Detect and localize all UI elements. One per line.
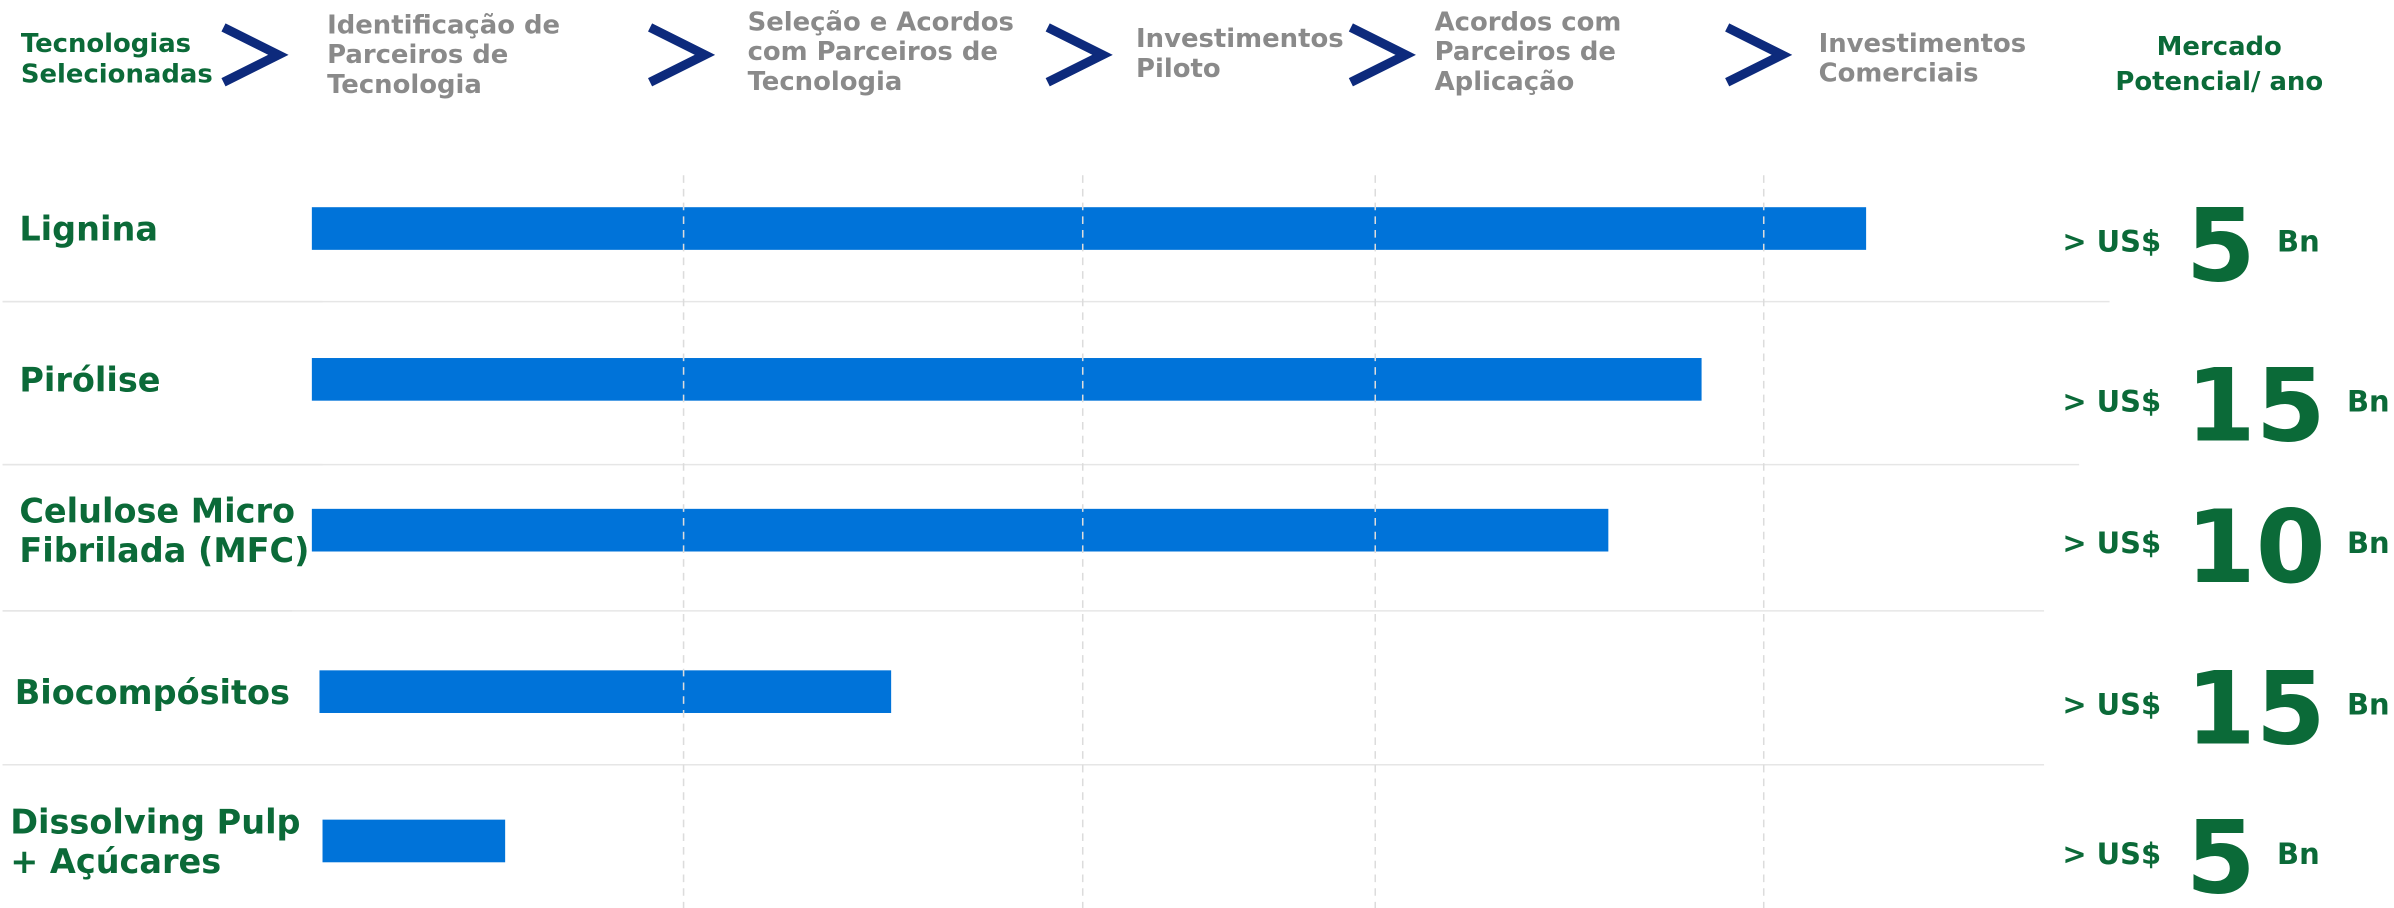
label-line: Parceiros de xyxy=(1435,37,1616,67)
value-prefix: > US$ xyxy=(2062,837,2161,871)
value-amount: 15 xyxy=(2186,650,2326,767)
label-line: Celulose Micro xyxy=(19,492,295,531)
value-unit: Bn xyxy=(2347,384,2390,418)
label-line: Potencial/ ano xyxy=(2115,67,2323,97)
value-unit: Bn xyxy=(2347,526,2390,560)
value-amount: 5 xyxy=(2186,187,2256,304)
progress-bar xyxy=(311,358,1702,401)
label-line: Parceiros de xyxy=(327,40,508,70)
label-line: Investimentos xyxy=(1136,24,1344,54)
value-amount: 10 xyxy=(2186,489,2326,606)
value-prefix: > US$ xyxy=(2062,688,2161,722)
progress-bar xyxy=(311,508,1609,552)
chevron xyxy=(221,23,289,87)
label-line: + Açúcares xyxy=(10,842,221,881)
value-unit: Bn xyxy=(2277,837,2320,871)
label-line: Acordos com xyxy=(1435,7,1622,37)
value-prefix: > US$ xyxy=(2062,384,2161,418)
label-line: Tecnologia xyxy=(748,67,903,97)
label-line: Aplicação xyxy=(1435,67,1575,97)
label-line: Identificação de xyxy=(327,11,560,41)
value-amount: 15 xyxy=(2186,347,2326,464)
label-line: Investimentos xyxy=(1819,29,2027,59)
value-prefix: > US$ xyxy=(2062,526,2161,560)
label-line: Selecionadas xyxy=(21,59,213,89)
value-unit: Bn xyxy=(2277,224,2320,258)
progress-bar xyxy=(322,819,506,863)
chevron xyxy=(648,23,716,87)
label-line: Fibrilada (MFC) xyxy=(19,531,309,570)
chevron xyxy=(1045,23,1113,87)
value-unit: Bn xyxy=(2347,688,2390,722)
label-line: Tecnologia xyxy=(327,70,482,100)
value-amount: 5 xyxy=(2186,800,2256,908)
value-prefix: > US$ xyxy=(2062,224,2161,258)
chevron xyxy=(1725,23,1793,87)
chevron xyxy=(1348,23,1416,87)
label-line: Piloto xyxy=(1136,54,1221,84)
label-line: Lignina xyxy=(19,210,158,249)
label-line: Mercado xyxy=(2157,32,2282,62)
label-line: Dissolving Pulp xyxy=(10,802,300,841)
progress-bar xyxy=(319,670,892,713)
label-line: com Parceiros de xyxy=(748,37,998,67)
label-line: Comerciais xyxy=(1819,59,1979,89)
progress-bar xyxy=(311,207,1867,250)
label-line: Biocompósitos xyxy=(15,673,290,712)
label-line: Tecnologias xyxy=(21,29,191,59)
label-line: Seleção e Acordos xyxy=(748,7,1014,37)
label-line: Pirólise xyxy=(19,361,160,400)
